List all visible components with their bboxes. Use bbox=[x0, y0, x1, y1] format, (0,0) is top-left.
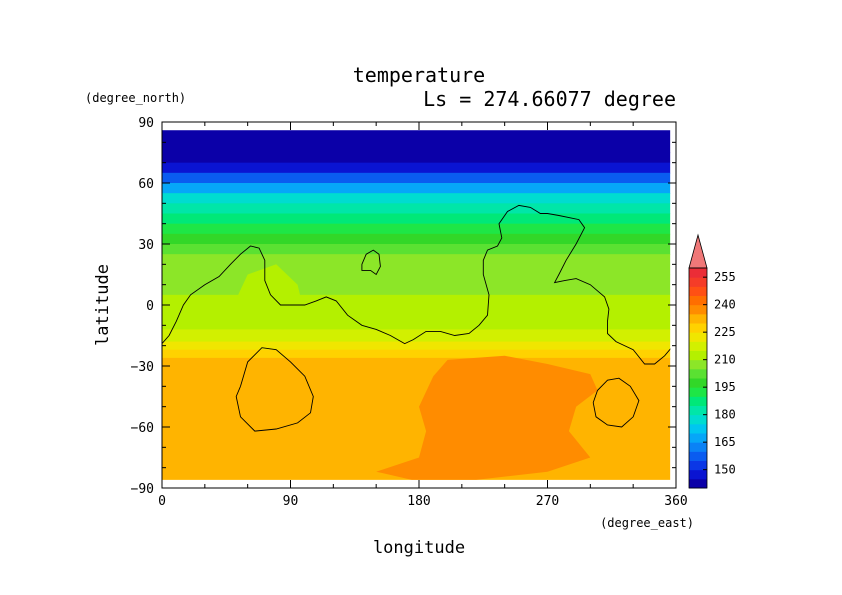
contour-line bbox=[361, 249, 381, 276]
contour-lines bbox=[162, 204, 671, 432]
y-tick-label: −60 bbox=[131, 421, 154, 436]
colorbar-swatch bbox=[689, 368, 707, 379]
colorbar-tick-label: 150 bbox=[714, 463, 736, 477]
y-tick-label: 90 bbox=[138, 116, 154, 131]
field-region-cool-center bbox=[233, 264, 305, 330]
colorbar-swatch bbox=[689, 268, 707, 278]
colorbar-swatch bbox=[689, 295, 707, 306]
colorbar-swatch bbox=[689, 451, 707, 461]
y-axis-label: latitude bbox=[93, 264, 113, 346]
y-tick-label: 0 bbox=[146, 299, 154, 314]
colorbar-swatch bbox=[689, 460, 707, 471]
colorbar-swatch bbox=[689, 442, 707, 452]
colorbar-swatch bbox=[689, 478, 707, 489]
field-band bbox=[162, 349, 671, 359]
colorbar-swatch bbox=[689, 313, 707, 324]
x-tick-label: 270 bbox=[536, 494, 559, 509]
colorbar-swatch bbox=[689, 350, 707, 361]
x-tick-label: 360 bbox=[664, 494, 687, 509]
field-band bbox=[162, 183, 671, 194]
colorbar-tick-label: 255 bbox=[714, 270, 736, 284]
field-band bbox=[162, 315, 671, 330]
chart-subtitle: Ls = 274.66077 degree bbox=[423, 87, 676, 111]
colorbar-swatch bbox=[689, 469, 707, 480]
colorbar: 150 165 180 195 210 225 240 255 bbox=[688, 233, 736, 489]
colorbar-swatch bbox=[689, 378, 707, 388]
y-tick-label: −90 bbox=[131, 482, 154, 497]
colorbar-swatch bbox=[689, 286, 707, 296]
contour-line bbox=[235, 347, 314, 432]
field-band bbox=[162, 341, 671, 351]
colorbar-swatch bbox=[689, 323, 707, 333]
x-tick-label: 0 bbox=[158, 494, 166, 509]
y-axis: −90 −60 −30 0 30 60 90 bbox=[131, 116, 676, 497]
colorbar-swatch bbox=[689, 433, 707, 443]
colorbar-swatch bbox=[689, 332, 707, 342]
colorbar-tick-label: 210 bbox=[714, 353, 736, 367]
field-band bbox=[162, 130, 671, 154]
y-units: (degree_north) bbox=[85, 91, 186, 105]
field-band bbox=[162, 193, 671, 204]
field-band bbox=[162, 233, 671, 245]
y-tick-label: −30 bbox=[131, 360, 154, 375]
colorbar-swatch bbox=[689, 277, 707, 287]
colorbar-swatch bbox=[689, 341, 707, 351]
y-tick-label: 30 bbox=[138, 238, 154, 253]
field-band bbox=[162, 254, 671, 276]
field-band bbox=[162, 172, 671, 184]
field-band bbox=[162, 213, 671, 225]
temperature-field bbox=[162, 130, 671, 480]
x-tick-label: 180 bbox=[407, 494, 430, 509]
colorbar-swatch bbox=[689, 304, 707, 315]
field-band bbox=[162, 274, 671, 296]
colorbar-tick-label: 165 bbox=[714, 435, 736, 449]
colorbar-swatch bbox=[689, 423, 707, 434]
field-band bbox=[162, 203, 671, 215]
colorbar-tick-label: 180 bbox=[714, 408, 736, 422]
field-band bbox=[162, 329, 671, 343]
y-tick-label: 60 bbox=[138, 177, 154, 192]
x-axis-label: longitude bbox=[373, 538, 465, 558]
colorbar-tick-label: 240 bbox=[714, 298, 736, 312]
x-units: (degree_east) bbox=[600, 516, 694, 530]
field-band bbox=[162, 162, 671, 174]
colorbar-frame bbox=[688, 267, 708, 489]
colorbar-tick-label: 195 bbox=[714, 380, 736, 394]
field-region-warm-band bbox=[376, 355, 598, 480]
colorbar-swatch bbox=[689, 359, 707, 370]
field-band bbox=[162, 244, 671, 255]
field-band bbox=[162, 357, 671, 387]
field-band bbox=[162, 152, 671, 164]
x-axis: 0 90 180 270 360 bbox=[158, 122, 688, 509]
colorbar-over-arrow bbox=[688, 233, 708, 269]
chart-title: temperature bbox=[353, 63, 485, 87]
colorbar-swatch bbox=[689, 405, 707, 416]
x-tick-label: 90 bbox=[283, 494, 299, 509]
field-band bbox=[162, 223, 671, 235]
contour-line bbox=[162, 204, 671, 365]
contour-line bbox=[592, 377, 640, 428]
colorbar-swatch bbox=[689, 396, 707, 406]
colorbar-tick-label: 225 bbox=[714, 325, 736, 339]
colorbar-swatch bbox=[689, 387, 707, 397]
colorbar-swatch bbox=[689, 414, 707, 425]
